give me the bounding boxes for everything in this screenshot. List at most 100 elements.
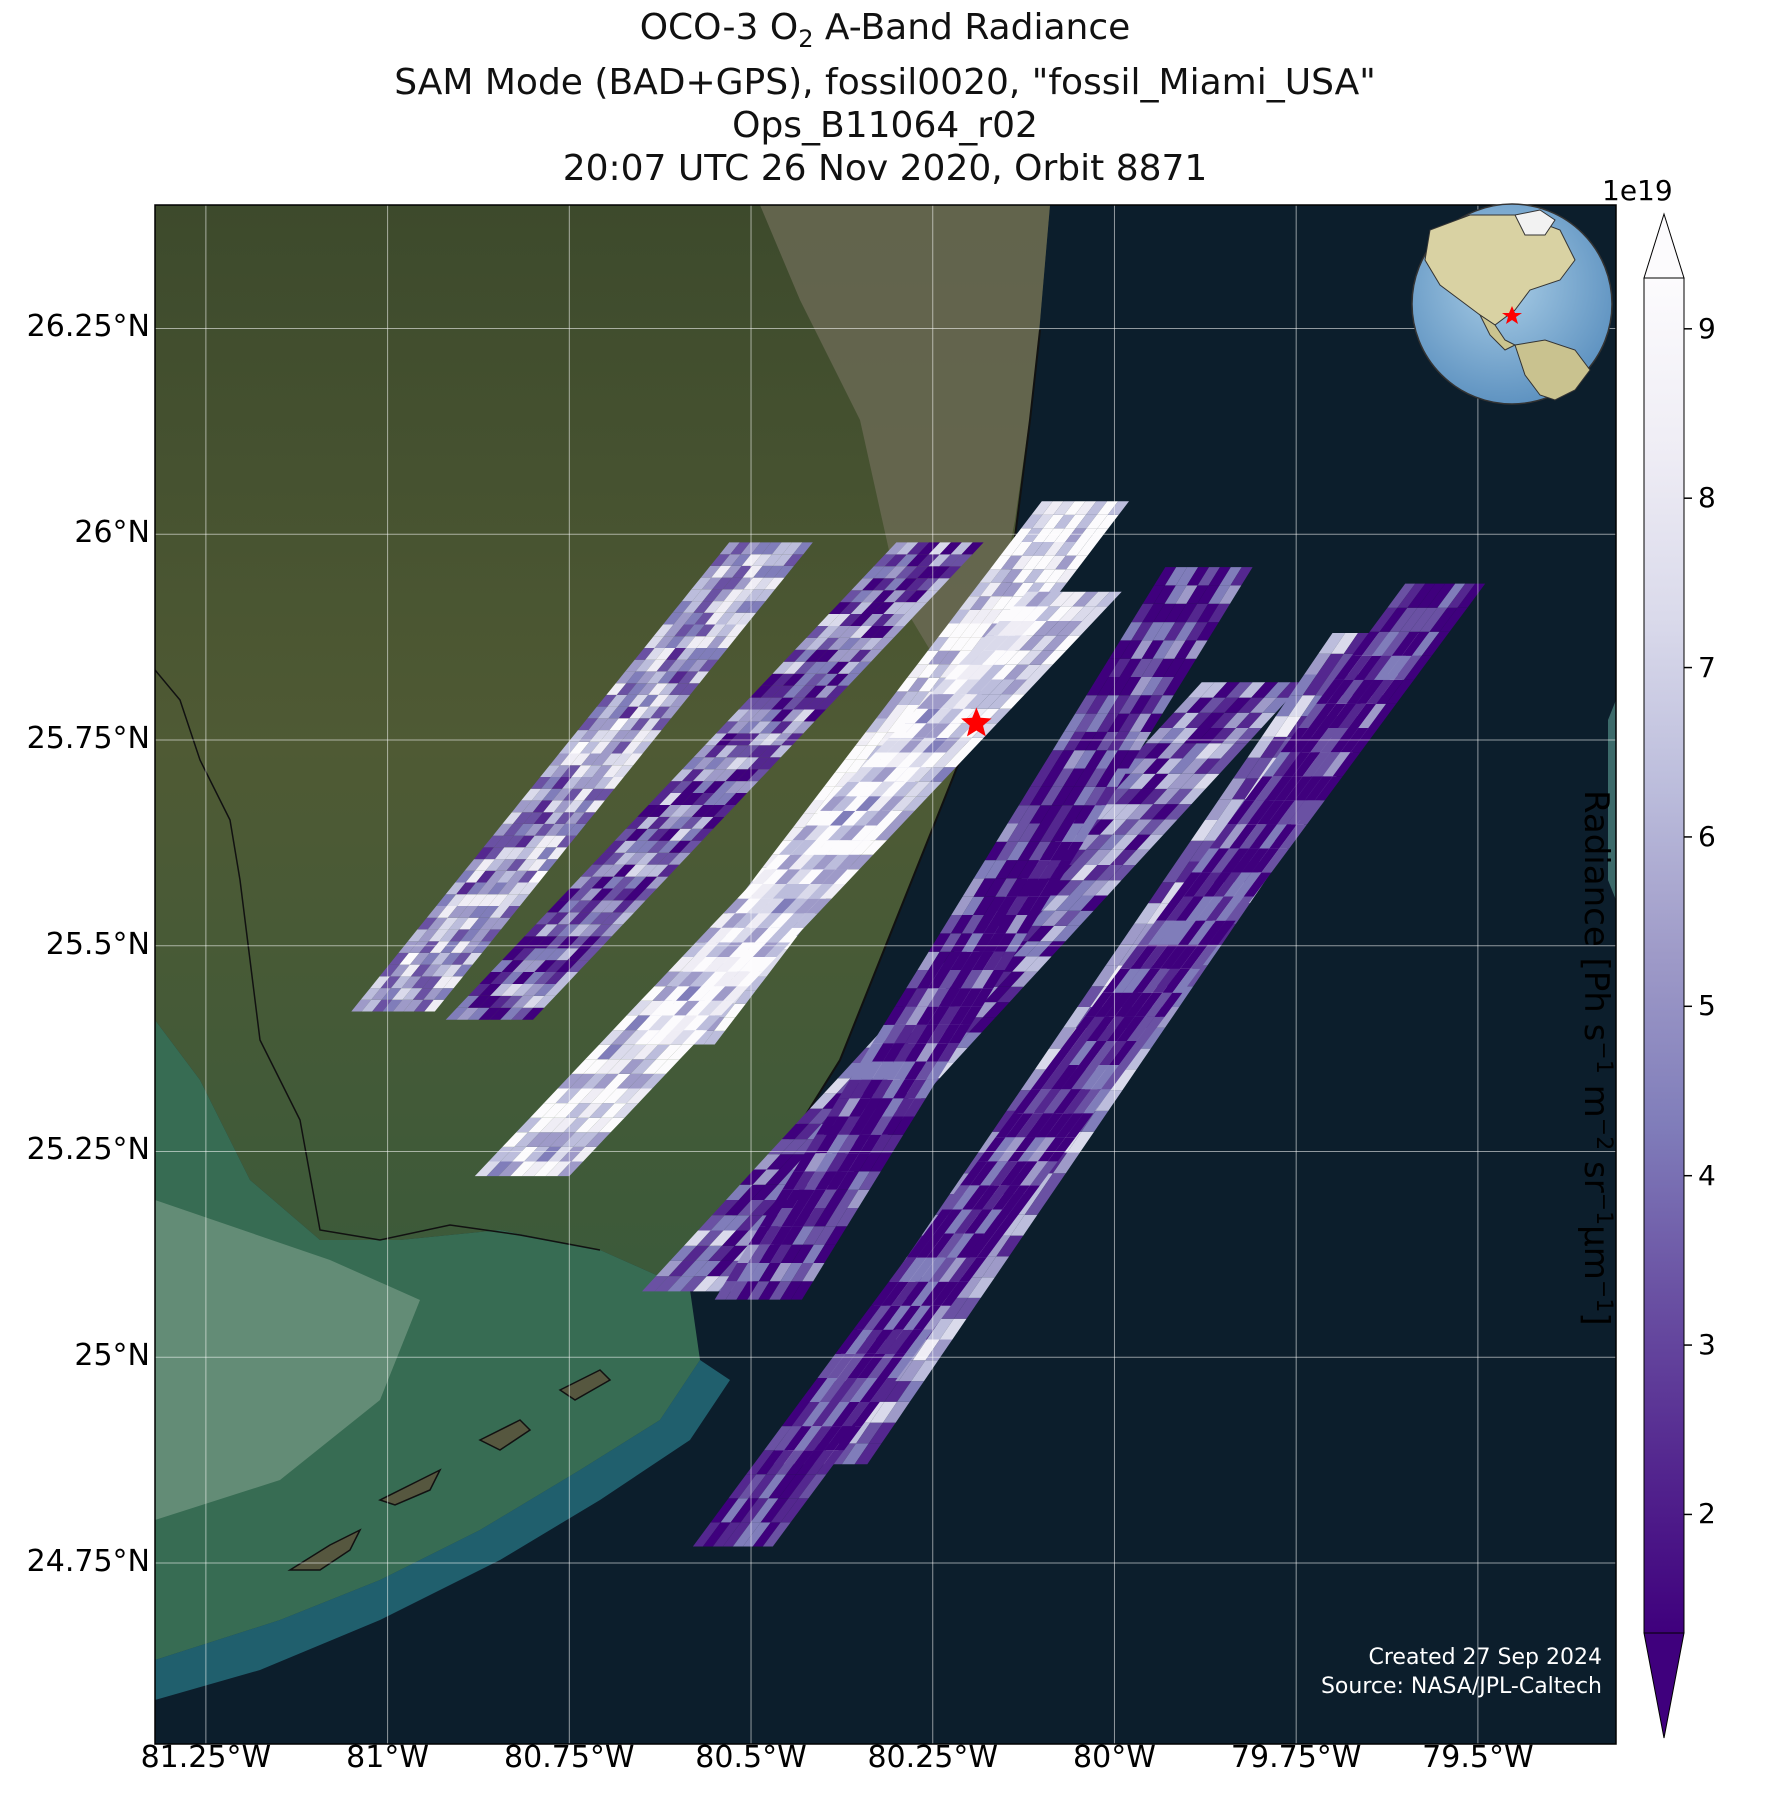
sounding-cell: [1050, 860, 1073, 879]
sounding-cell: [488, 894, 509, 906]
sounding-cell: [1174, 658, 1197, 677]
sounding-cell: [511, 800, 532, 813]
sounding-cell: [512, 812, 533, 824]
sounding-cell: [1105, 944, 1133, 966]
sounding-cell: [606, 683, 627, 695]
sounding-cell: [772, 673, 795, 686]
sounding-cell: [992, 1185, 1020, 1210]
sounding-cell: [993, 951, 1016, 970]
sounding-cell: [644, 1044, 670, 1060]
sounding-cell: [1124, 834, 1151, 850]
sounding-cell: [1116, 773, 1144, 789]
sounding-cell: [660, 706, 681, 719]
sounding-cell: [1099, 1041, 1127, 1065]
sounding-cell: [1119, 677, 1142, 696]
sounding-cell: [587, 706, 608, 719]
sounding-cell: [781, 1123, 809, 1140]
sounding-cell: [1028, 910, 1056, 926]
lon-tick-label: 81.25°W: [140, 1740, 272, 1775]
sounding-cell: [1063, 1007, 1091, 1028]
sounding-cell: [1153, 585, 1176, 604]
sounding-cell: [698, 1215, 725, 1231]
sounding-cell: [938, 566, 962, 579]
sounding-cell: [990, 1161, 1018, 1186]
sounding-cell: [1369, 607, 1398, 632]
sounding-cell: [1143, 758, 1170, 774]
sounding-cell: [859, 1378, 888, 1402]
sounding-cell: [1086, 695, 1109, 714]
colorbar-tick-label: 8: [1698, 481, 1716, 515]
colorbar-tick-label: 9: [1698, 311, 1716, 345]
sounding-cell: [1208, 585, 1231, 604]
sounding-cell: [1076, 1016, 1105, 1041]
sounding-cell: [1098, 834, 1126, 850]
sounding-cell: [883, 602, 906, 614]
sounding-cell: [827, 661, 850, 674]
sounding-cell: [513, 823, 534, 836]
sounding-cell: [791, 1281, 814, 1300]
sounding-cell: [1027, 664, 1053, 680]
sounding-cell: [824, 1426, 852, 1451]
sounding-cell: [1017, 860, 1040, 879]
sounding-cell: [438, 917, 459, 930]
sounding-cell: [708, 1245, 735, 1261]
sounding-cell: [567, 948, 590, 961]
sounding-cell: [863, 1305, 891, 1330]
sounding-cell: [522, 800, 543, 813]
sounding-cell: [634, 888, 657, 901]
sounding-cell: [1277, 800, 1305, 825]
sounding-cell: [670, 1030, 696, 1045]
sounding-cell: [546, 835, 567, 848]
sounding-cell: [781, 733, 804, 746]
sounding-cell: [1130, 758, 1158, 774]
sounding-cell: [484, 847, 505, 860]
sounding-cell: [594, 788, 615, 801]
sounding-cell: [1190, 820, 1218, 841]
sounding-cell: [917, 542, 940, 555]
sounding-cell: [1051, 1065, 1079, 1090]
sounding-cell: [1002, 582, 1024, 597]
sounding-cell: [686, 636, 706, 648]
sounding-cell: [614, 828, 637, 841]
sounding-cell: [624, 864, 647, 877]
sounding-cell: [1013, 591, 1040, 607]
sounding-cell: [816, 825, 842, 841]
sounding-cell: [1150, 819, 1178, 835]
sounding-cell: [892, 1098, 915, 1117]
sounding-cell: [1136, 834, 1164, 850]
sounding-cell: [1056, 621, 1083, 636]
sounding-cell: [942, 679, 968, 695]
sounding-cell: [486, 1161, 513, 1177]
sounding-cell: [546, 912, 569, 925]
sounding-cell: [762, 1522, 791, 1547]
target-star-marker[interactable]: [961, 707, 992, 737]
sounding-cell: [600, 924, 624, 937]
sounding-cell: [738, 1474, 767, 1499]
sounding-cell: [1030, 768, 1053, 787]
sounding-cell: [1010, 1161, 1038, 1186]
sounding-cell: [720, 1498, 749, 1523]
sounding-cell: [563, 1117, 590, 1133]
sounding-cell: [1290, 674, 1317, 696]
sounding-cell: [1151, 677, 1175, 696]
sounding-cell: [579, 924, 602, 937]
sounding-cell: [950, 554, 973, 567]
sounding-cell: [483, 835, 504, 848]
sounding-cell: [726, 733, 749, 746]
credit-block: Created 27 Sep 2024 Source: NASA/JPL-Cal…: [1321, 1643, 1602, 1701]
sounding-cell: [1208, 567, 1231, 586]
sounding-cell: [682, 769, 705, 782]
sounding-cell: [585, 1132, 611, 1147]
sounding-cell: [390, 964, 410, 977]
sounding-cell: [780, 913, 807, 928]
sounding-cell: [433, 988, 454, 1000]
sounding-cell: [1006, 841, 1030, 861]
map-gridlines: [155, 205, 1616, 1744]
sounding-cell: [839, 825, 866, 841]
sounding-cell: [858, 1171, 881, 1190]
sounding-cell: [1150, 944, 1179, 969]
sounding-cell: [1132, 968, 1161, 993]
sounding-cell: [1007, 1137, 1036, 1162]
sounding-cell: [958, 737, 984, 753]
sounding-cell: [1144, 992, 1173, 1017]
